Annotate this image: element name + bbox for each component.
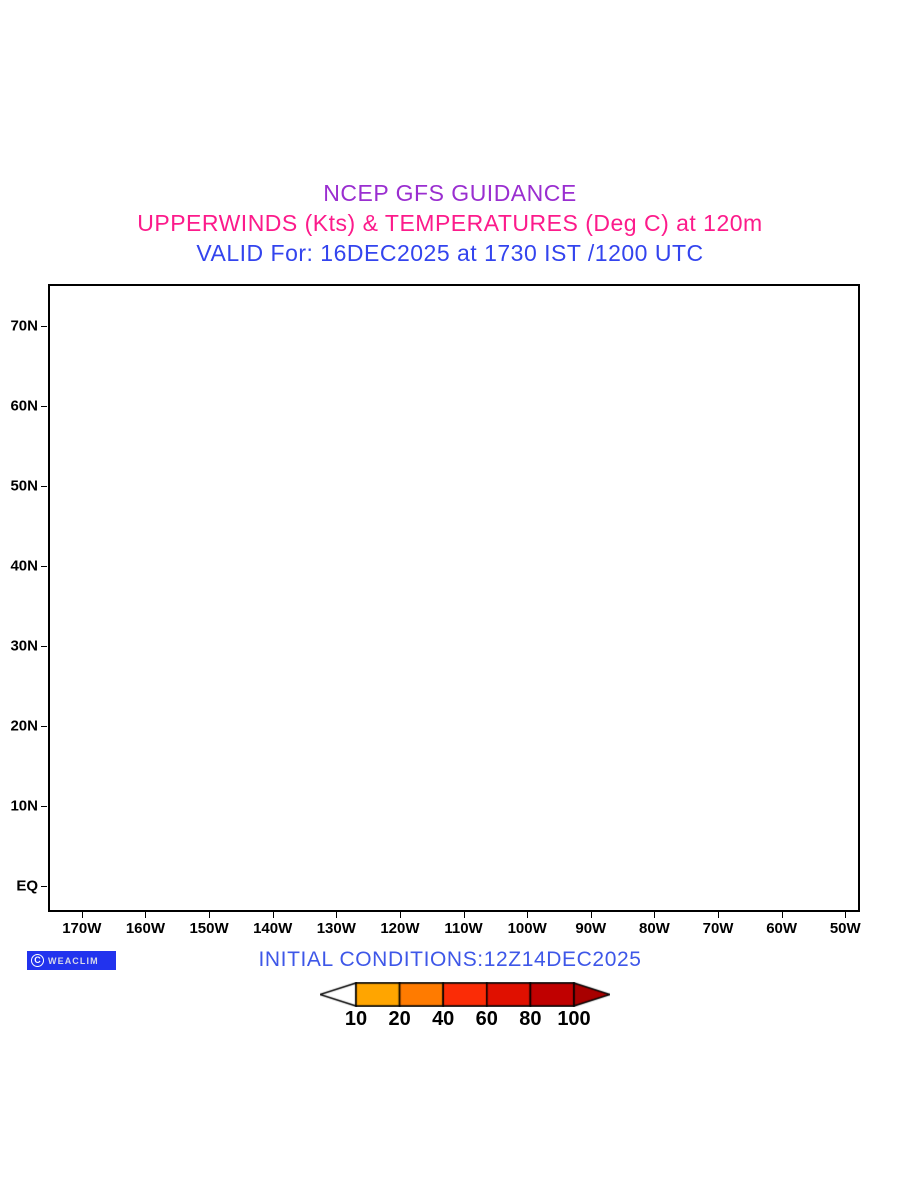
logo-label: WEACLIM [48, 955, 99, 966]
x-axis-tick-label: 50W [829, 920, 861, 937]
y-axis-tick-label: 10N [10, 797, 38, 815]
y-axis-tick-label: 50N [10, 477, 38, 495]
weather-map[interactable] [48, 284, 860, 912]
y-tickmark [41, 886, 47, 887]
y-axis-tick-label: 60N [10, 397, 38, 415]
weaclim-logo: C WEACLIM [27, 951, 116, 970]
colorbar-tick-label: 10 [344, 1008, 368, 1030]
initial-conditions-label: INITIAL CONDITIONS:12Z14DEC2025 [258, 948, 642, 971]
copyright-icon: C [31, 954, 44, 967]
chart-title-block: NCEP GFS GUIDANCE UPPERWINDS (Kts) & TEM… [0, 182, 900, 265]
colorbar-tick-label: 40 [432, 1008, 455, 1030]
y-tickmark [41, 326, 47, 327]
x-axis-tick-label: 110W [444, 920, 483, 937]
x-tickmark [718, 912, 720, 918]
colorbar-ticks: 10 20 40 60 80 100 [320, 1008, 610, 1034]
x-axis-tick-label: 140W [253, 920, 293, 937]
chart-parameter-title: UPPERWINDS (Kts) & TEMPERATURES (Deg C) … [137, 210, 763, 236]
y-tickmark [41, 646, 47, 647]
x-tickmark [527, 912, 529, 918]
valid-time-title: VALID For: 16DEC2025 at 1730 IST /1200 U… [196, 240, 704, 266]
y-axis-tick-label: 40N [10, 557, 38, 575]
y-tickmark [41, 806, 47, 807]
y-tickmark [41, 726, 47, 727]
x-axis-tick-label: 100W [507, 920, 547, 937]
x-axis-tick-label: 150W [189, 920, 229, 937]
colorbar-tick-label: 80 [519, 1008, 542, 1030]
x-tickmark [209, 912, 211, 918]
x-tickmark [399, 912, 401, 918]
colorbar-tick-label: 20 [388, 1008, 411, 1030]
x-axis-tick-label: 170W [62, 920, 102, 937]
x-tickmark [590, 912, 592, 918]
colorbar-tick-label: 100 [557, 1008, 591, 1030]
x-axis-tick-label: 80W [638, 920, 670, 937]
x-tickmark [463, 912, 465, 918]
x-axis-tick-label: 90W [575, 920, 607, 937]
weather-map-field [50, 286, 858, 910]
colorbar-gradient [320, 982, 610, 1007]
x-tickmark [145, 912, 147, 918]
colorbar-tick-label: 60 [475, 1008, 498, 1030]
x-tickmark [845, 912, 847, 918]
x-tickmark [272, 912, 274, 918]
colorbar: 10 20 40 60 80 100 [320, 982, 610, 1034]
y-tickmark [41, 566, 47, 567]
x-axis-tick-label: 130W [316, 920, 356, 937]
y-axis-tick-label: 70N [10, 317, 38, 335]
y-tickmark [41, 406, 47, 407]
x-tickmark [336, 912, 338, 918]
y-axis-tick-label: 20N [10, 717, 38, 735]
x-tickmark [81, 912, 83, 918]
x-tickmark [781, 912, 783, 918]
x-axis-tick-label: 60W [766, 920, 798, 937]
y-axis-tick-label: EQ [16, 877, 38, 895]
y-axis-tick-label: 30N [10, 637, 38, 655]
x-tickmark [654, 912, 656, 918]
guidance-source-title: NCEP GFS GUIDANCE [323, 180, 577, 206]
x-axis-tick-label: 120W [380, 920, 420, 937]
y-tickmark [41, 486, 47, 487]
x-axis-tick-label: 160W [125, 920, 166, 937]
x-axis-tick-label: 70W [702, 920, 734, 937]
